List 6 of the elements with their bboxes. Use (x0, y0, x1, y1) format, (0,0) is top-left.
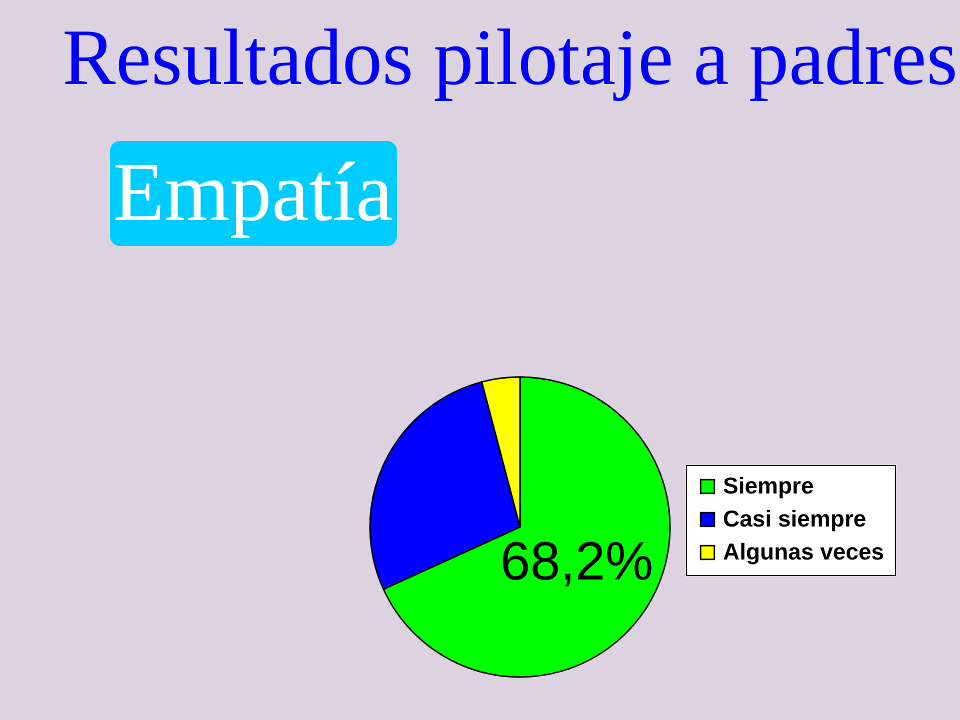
data-label: 68,2% (500, 532, 654, 592)
legend-label: Casi siempre (723, 506, 866, 532)
chart-title: Resultados pilotaje a padres (62, 14, 958, 102)
legend-label: Algunas veces (723, 538, 884, 564)
chart-subtitle: Empatía (113, 146, 393, 239)
legend-label: Siempre (723, 472, 814, 498)
